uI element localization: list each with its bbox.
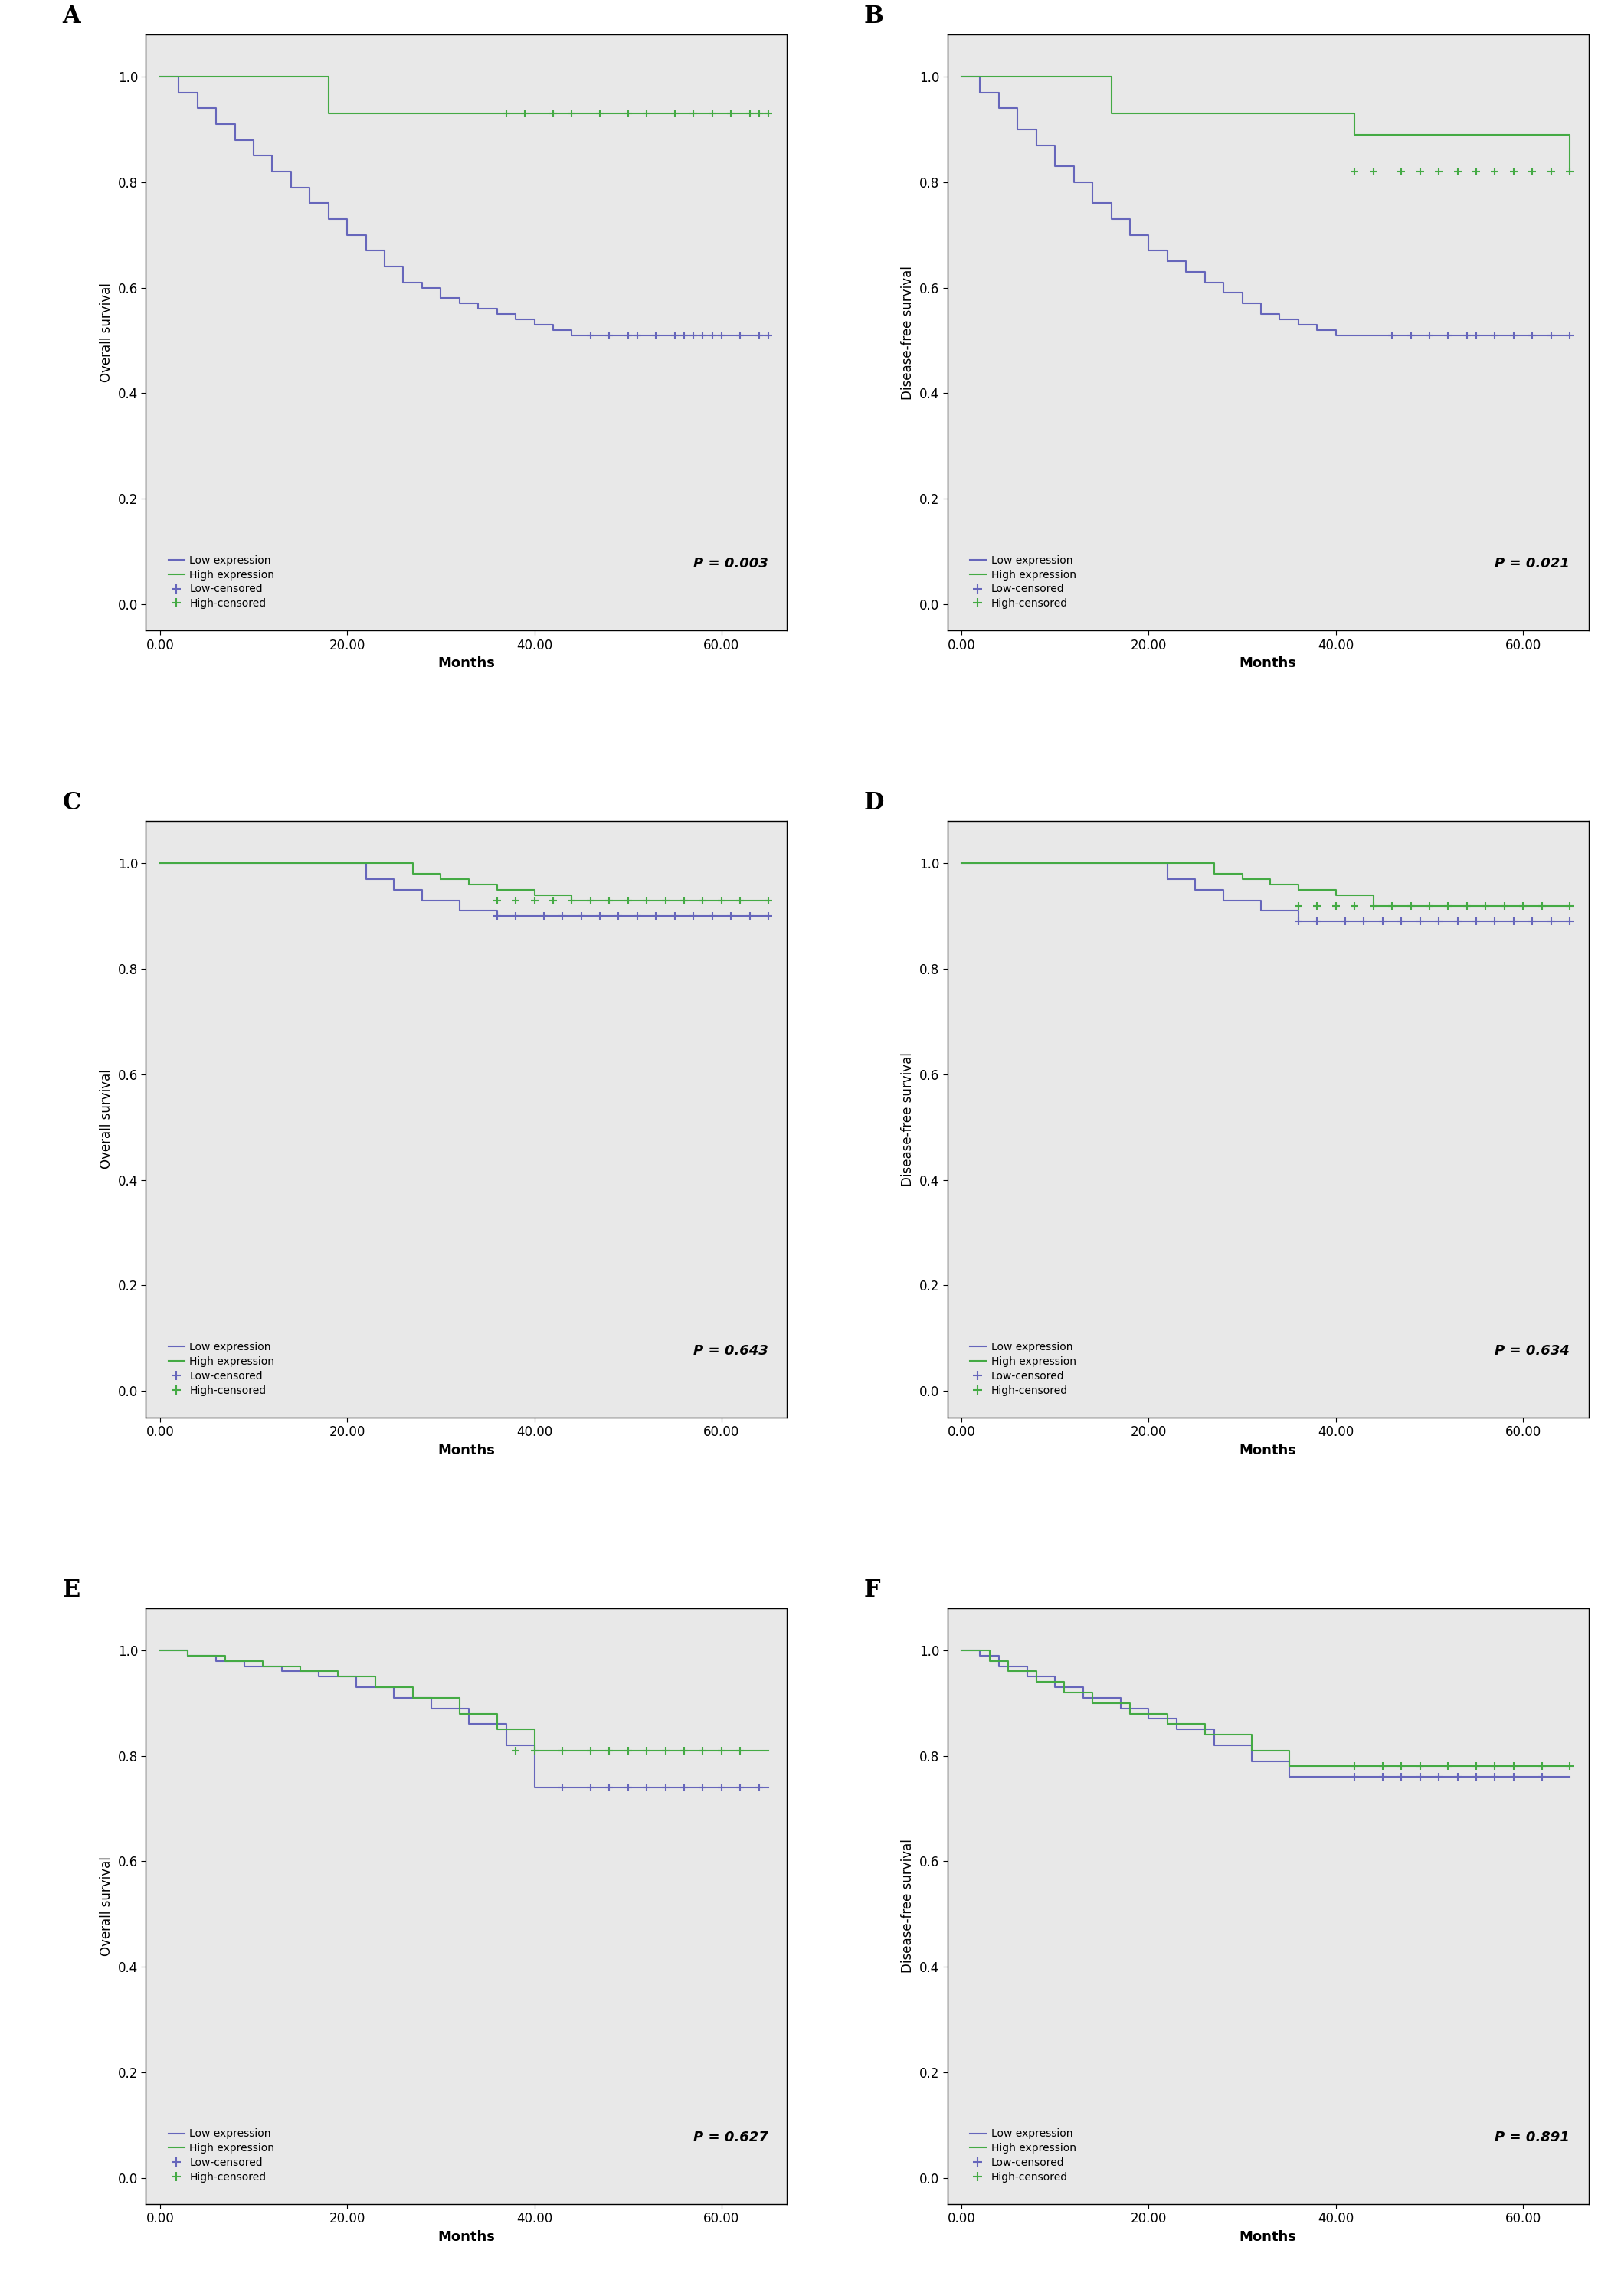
Legend: Low expression, High expression, Low-censored, High-censored: Low expression, High expression, Low-cen… — [966, 551, 1080, 613]
Text: C: C — [63, 792, 81, 815]
Text: B: B — [864, 5, 883, 28]
Y-axis label: Overall survival: Overall survival — [99, 1857, 113, 1956]
Y-axis label: Overall survival: Overall survival — [99, 1070, 113, 1169]
Text: P = 0.021: P = 0.021 — [1495, 558, 1569, 572]
Text: A: A — [63, 5, 81, 28]
Y-axis label: Disease-free survival: Disease-free survival — [901, 1052, 914, 1187]
X-axis label: Months: Months — [1240, 1444, 1297, 1458]
Y-axis label: Overall survival: Overall survival — [99, 282, 113, 381]
Text: P = 0.643: P = 0.643 — [692, 1343, 768, 1357]
Y-axis label: Disease-free survival: Disease-free survival — [901, 266, 914, 400]
Text: P = 0.003: P = 0.003 — [692, 558, 768, 572]
X-axis label: Months: Months — [438, 1444, 494, 1458]
Y-axis label: Disease-free survival: Disease-free survival — [901, 1839, 914, 1972]
Text: P = 0.891: P = 0.891 — [1495, 2131, 1569, 2144]
Legend: Low expression, High expression, Low-censored, High-censored: Low expression, High expression, Low-cen… — [966, 1339, 1080, 1401]
X-axis label: Months: Months — [1240, 657, 1297, 670]
Legend: Low expression, High expression, Low-censored, High-censored: Low expression, High expression, Low-cen… — [164, 551, 279, 613]
X-axis label: Months: Months — [1240, 2229, 1297, 2243]
X-axis label: Months: Months — [438, 2229, 494, 2243]
Text: D: D — [864, 792, 883, 815]
Legend: Low expression, High expression, Low-censored, High-censored: Low expression, High expression, Low-cen… — [164, 2124, 279, 2186]
Text: F: F — [864, 1577, 880, 1603]
X-axis label: Months: Months — [438, 657, 494, 670]
Text: P = 0.634: P = 0.634 — [1495, 1343, 1569, 1357]
Legend: Low expression, High expression, Low-censored, High-censored: Low expression, High expression, Low-cen… — [164, 1339, 279, 1401]
Text: E: E — [63, 1577, 81, 1603]
Text: P = 0.627: P = 0.627 — [692, 2131, 768, 2144]
Legend: Low expression, High expression, Low-censored, High-censored: Low expression, High expression, Low-cen… — [966, 2124, 1080, 2186]
